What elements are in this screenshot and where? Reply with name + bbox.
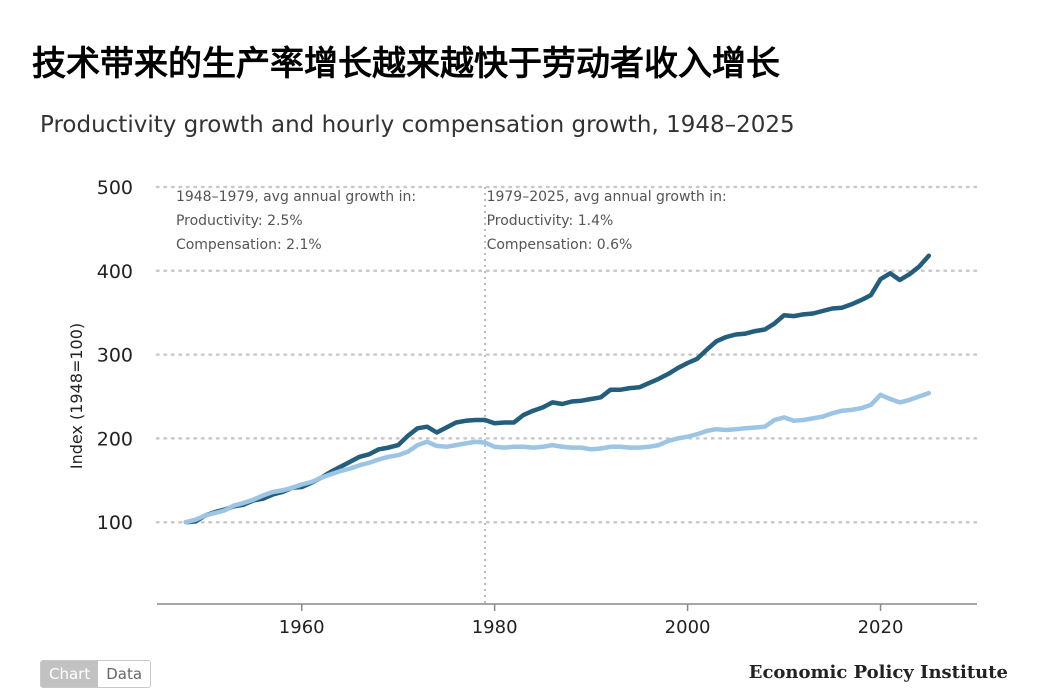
- tab-chart[interactable]: Chart: [41, 661, 99, 687]
- x-tick-label-2020: 2020: [858, 617, 904, 638]
- productivity-series-line: [183, 253, 932, 525]
- annotation-1-line-2: Productivity: 2.5%: [176, 213, 303, 229]
- y-tick-label-300: 300: [97, 345, 133, 367]
- annotation-2-line-2: Productivity: 1.4%: [487, 213, 614, 229]
- tab-data[interactable]: Data: [98, 661, 151, 687]
- annotation-2-line-3: Compensation: 0.6%: [487, 237, 633, 253]
- x-tick-label-1960: 1960: [279, 617, 325, 638]
- page-heading: 技术带来的生产率增长越来越快于劳动者收入增长: [32, 44, 780, 84]
- annotation-2-line-1: 1979–2025, avg annual growth in:: [487, 189, 727, 205]
- x-tick-label-2000: 2000: [665, 617, 711, 638]
- annotation-1-line-3: Compensation: 2.1%: [176, 237, 322, 253]
- y-tick-label-400: 400: [97, 261, 133, 283]
- y-tick-label-100: 100: [97, 512, 133, 534]
- annotation-1-line-1: 1948–1979, avg annual growth in:: [176, 189, 416, 205]
- chart-subtitle: Productivity growth and hourly compensat…: [40, 112, 795, 138]
- source-credit: Economic Policy Institute: [748, 662, 1008, 683]
- view-tabs: Chart Data: [40, 660, 152, 688]
- y-axis-label: Index (1948=100): [67, 323, 86, 469]
- y-tick-label-200: 200: [97, 428, 133, 450]
- compensation-series-line: [183, 390, 932, 525]
- x-tick-label-1980: 1980: [472, 617, 518, 638]
- y-tick-label-500: 500: [97, 177, 133, 199]
